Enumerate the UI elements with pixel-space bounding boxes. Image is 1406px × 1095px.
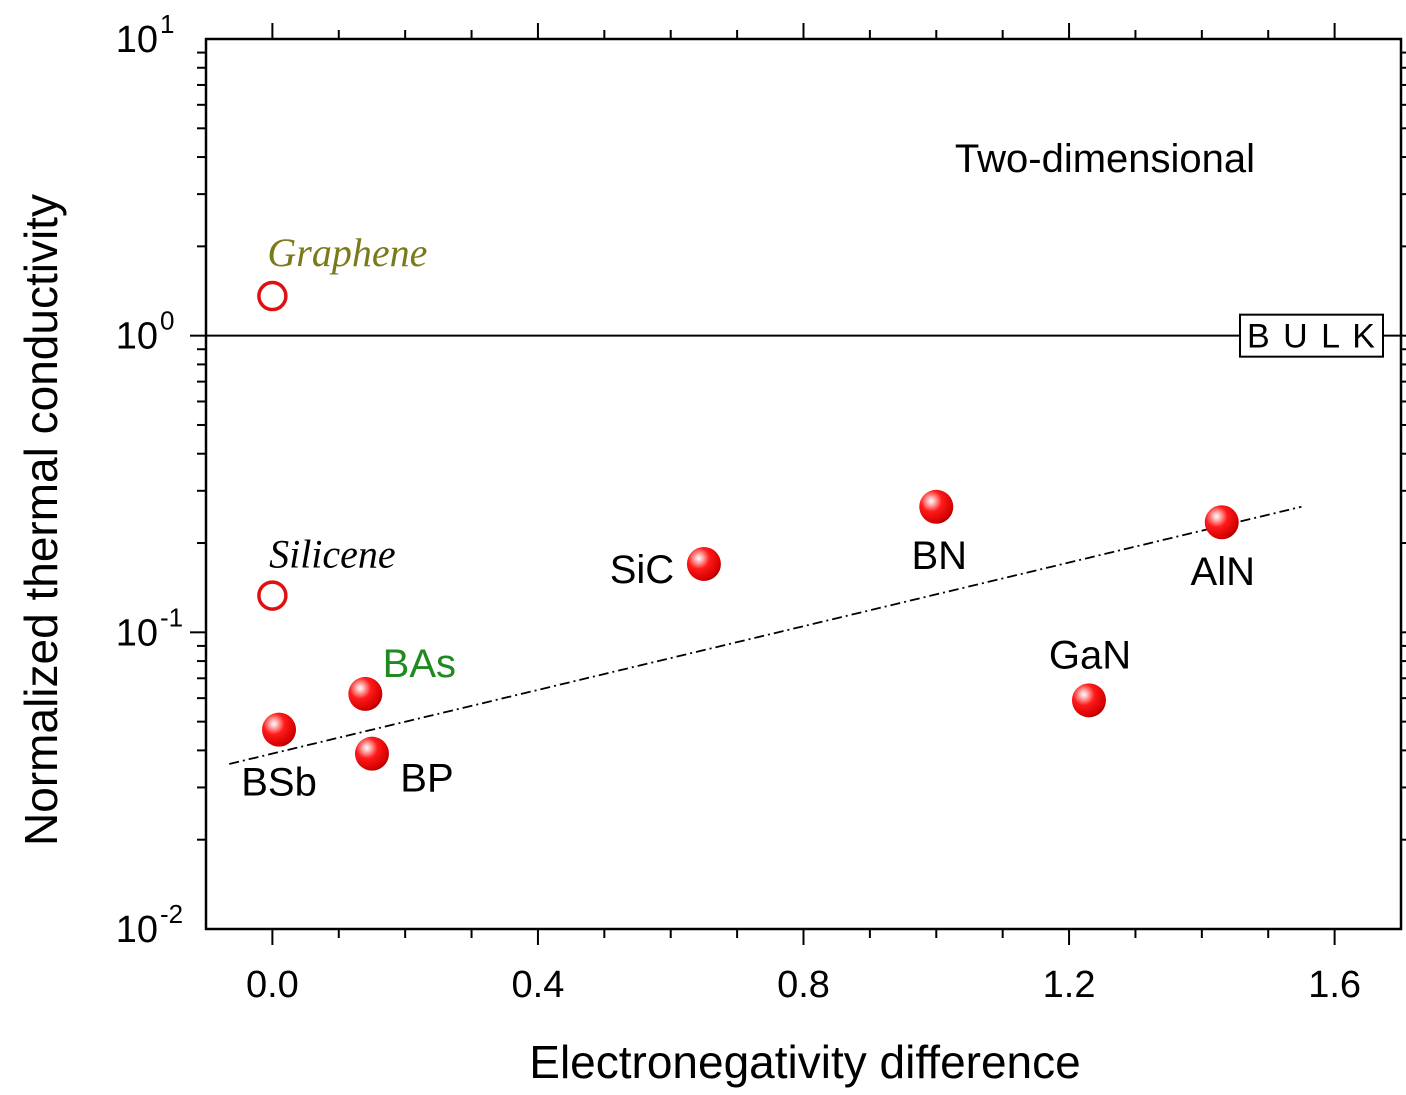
- y-tick-exponent: 1: [160, 9, 174, 39]
- data-label-bsb: BSb: [241, 761, 317, 805]
- y-tick-label: 10: [116, 909, 158, 951]
- data-label-silicene: Silicene: [269, 532, 396, 577]
- data-points: [257, 280, 1239, 771]
- y-tick-exponent: -1: [160, 602, 183, 632]
- trend-line: [229, 505, 1302, 765]
- data-point-bas: [348, 676, 383, 711]
- data-point-bp: [354, 736, 389, 771]
- x-tick-label: 1.2: [1043, 964, 1096, 1006]
- data-point-sic: [686, 546, 721, 581]
- y-tick-exponent: -2: [160, 899, 183, 929]
- data-label-graphene: Graphene: [267, 230, 427, 275]
- x-tick-label: 0.8: [777, 964, 830, 1006]
- data-label-aln: AlN: [1191, 550, 1255, 594]
- y-axis-title: Normalized thermal conductivity: [15, 194, 67, 846]
- data-point-graphene: [257, 280, 288, 312]
- data-point-bsb: [262, 712, 297, 747]
- data-label-gan: GaN: [1049, 633, 1131, 677]
- y-tick-label: 10: [116, 316, 158, 358]
- data-label-bas: BAs: [383, 642, 456, 686]
- x-tick-label: 1.6: [1308, 964, 1361, 1006]
- x-axis-ticks: [271, 23, 1336, 945]
- x-axis-title: Electronegativity difference: [529, 1036, 1080, 1088]
- data-label-bn: BN: [911, 534, 967, 578]
- bulk-label-box: B U L K: [1239, 313, 1384, 358]
- chart-annotation: Two-dimensional: [955, 137, 1255, 181]
- data-point-labels: BSb BAs BP SiC BN GaN AlN Graphene Silicene: [241, 230, 1255, 805]
- data-point-bn: [919, 489, 954, 524]
- y-tick-label: 10: [116, 612, 158, 654]
- x-axis-tick-labels: 0.0 0.4 0.8 1.2 1.6: [246, 964, 1361, 1006]
- data-point-silicene: [257, 580, 288, 611]
- data-label-sic: SiC: [610, 548, 674, 592]
- data-point-gan: [1071, 683, 1106, 718]
- bulk-label: B U L K: [1247, 318, 1377, 356]
- data-label-bp: BP: [400, 757, 453, 801]
- x-tick-label: 0.4: [512, 964, 565, 1006]
- y-tick-label: 10: [116, 19, 158, 61]
- data-point-aln: [1204, 505, 1239, 540]
- x-tick-label: 0.0: [246, 964, 299, 1006]
- y-tick-exponent: 0: [160, 306, 174, 336]
